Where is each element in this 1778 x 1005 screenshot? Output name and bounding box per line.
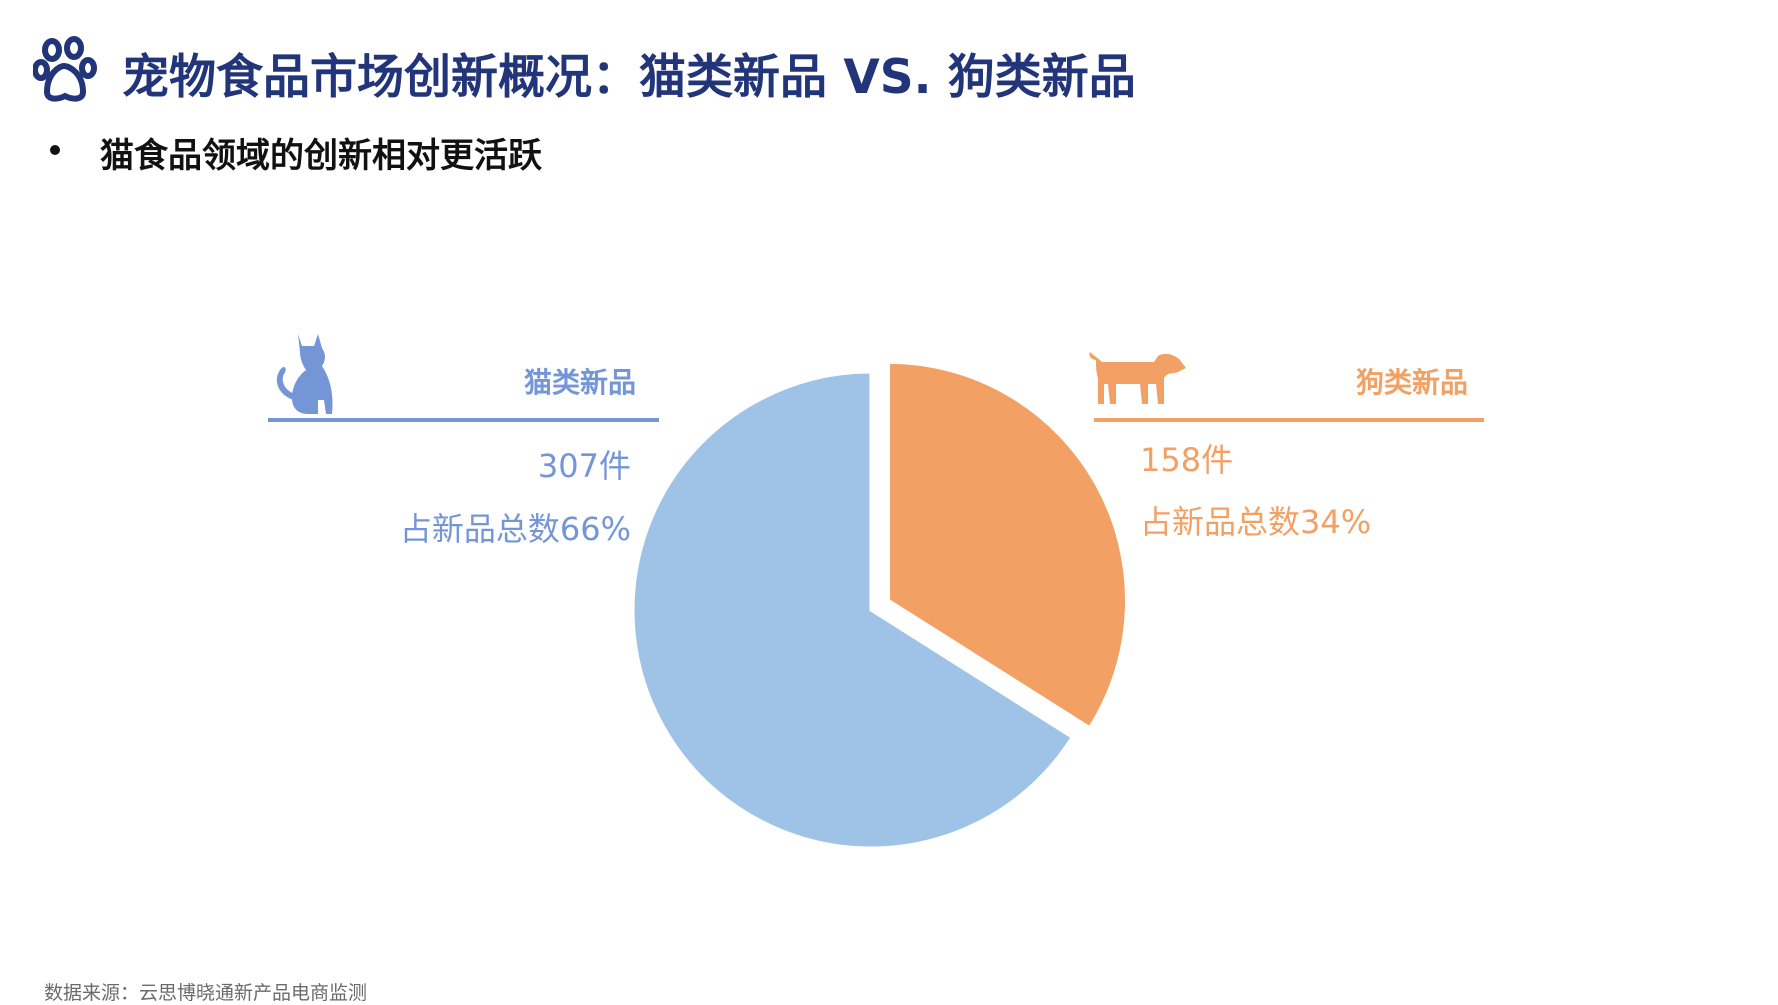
- page-title: 宠物食品市场创新概况：猫类新品 VS. 狗类新品: [122, 50, 1136, 105]
- source-note: 数据来源：云思博晓通新产品电商监测: [44, 982, 368, 1004]
- dog-icon: [1089, 352, 1186, 404]
- cat-series-label: 猫类新品: [524, 366, 636, 399]
- cat-callout: 猫类新品 307件 占新品总数66%: [268, 334, 659, 548]
- cat-icon: [276, 334, 333, 414]
- pie-slice-cat: [631, 370, 1075, 850]
- dog-count-label: 158件: [1140, 441, 1233, 479]
- paw-icon: [33, 36, 97, 102]
- dog-callout: 狗类新品 158件 占新品总数34%: [1089, 352, 1484, 541]
- dog-series-label: 狗类新品: [1356, 366, 1468, 399]
- dog-share-label: 占新品总数34%: [1140, 503, 1371, 541]
- cat-share-label: 占新品总数66%: [400, 510, 631, 548]
- cat-count-label: 307件: [538, 447, 631, 485]
- pie-slices: [631, 360, 1128, 850]
- bullet-dot: [50, 145, 60, 155]
- pie-slice-dog: [887, 360, 1128, 730]
- page-subtitle: 猫食品领域的创新相对更活跃: [100, 136, 542, 176]
